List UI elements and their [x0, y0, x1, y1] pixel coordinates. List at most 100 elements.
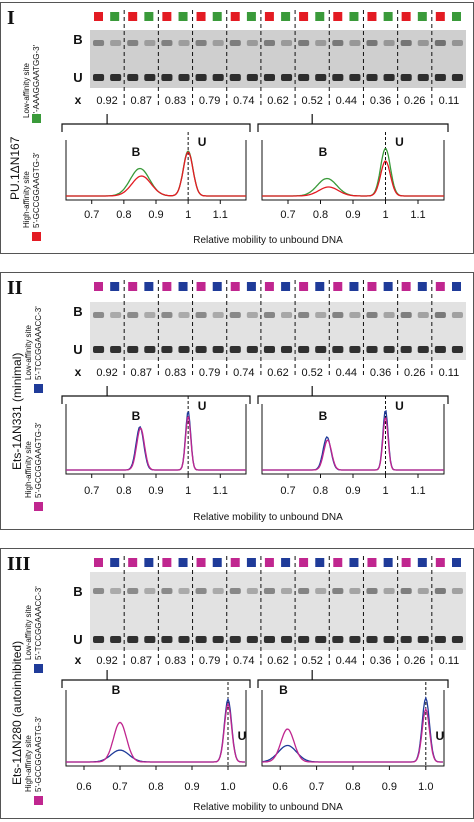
unbound-band: [400, 636, 412, 643]
unbound-band: [434, 74, 446, 81]
peak-label-unbound: U: [395, 399, 404, 413]
tick-label: 1.1: [213, 485, 228, 497]
lane-marker-low-affinity: [144, 12, 154, 21]
lane-marker-high-affinity: [162, 558, 172, 567]
panel-number: I: [7, 7, 15, 29]
x-value: 0.52: [301, 95, 322, 107]
lane-marker-high-affinity: [299, 12, 309, 21]
unbound-band: [127, 74, 139, 81]
plot-axis: [261, 690, 445, 767]
bound-band: [246, 588, 258, 594]
bound-band: [127, 312, 139, 318]
bound-band: [93, 40, 105, 46]
lane-marker-high-affinity: [94, 558, 103, 567]
bound-band: [400, 312, 412, 318]
peak-label-bound: B: [132, 409, 141, 423]
lane-marker-high-affinity: [435, 282, 445, 291]
x-value: 0.62: [267, 95, 288, 107]
x-value: 0.26: [404, 367, 425, 379]
tick-label: 0.7: [309, 781, 324, 793]
bound-band: [434, 40, 446, 46]
unbound-band: [93, 636, 105, 643]
lane-marker-high-affinity: [435, 558, 445, 567]
bound-band: [127, 40, 139, 46]
peak-label-unbound: U: [395, 135, 404, 149]
bound-band: [229, 588, 241, 594]
unbound-band: [93, 74, 105, 81]
lane-marker-low-affinity: [383, 282, 393, 291]
bracket: [257, 123, 449, 132]
bound-band: [298, 588, 310, 594]
unbound-band: [298, 636, 310, 643]
x-value: 0.44: [336, 367, 357, 379]
unbound-band-label: U: [73, 632, 82, 647]
peak-label-bound: B: [319, 145, 328, 159]
tick-label: 0.8: [148, 781, 163, 793]
lane-marker-high-affinity: [196, 558, 206, 567]
x-value: 0.52: [301, 655, 322, 667]
x-value: 0.52: [301, 367, 322, 379]
curve-high-affinity: [66, 415, 246, 471]
bound-band: [144, 40, 156, 46]
lane-marker-low-affinity: [383, 12, 393, 21]
bound-band: [434, 588, 446, 594]
axis-title: Relative mobility to unbound DNA: [193, 235, 343, 246]
lane-marker-low-affinity: [178, 12, 188, 21]
bound-band: [263, 588, 275, 594]
unbound-band: [195, 346, 207, 353]
bound-band: [366, 312, 378, 318]
low-site-swatch: [32, 114, 41, 123]
bound-band: [315, 312, 327, 318]
bound-band: [366, 40, 378, 46]
lane-marker-low-affinity: [349, 12, 359, 21]
x-label: x: [75, 93, 82, 107]
panel-number: II: [7, 277, 23, 299]
peak-label-unbound: U: [435, 729, 444, 743]
bound-band: [178, 40, 190, 46]
bound-band: [110, 588, 122, 594]
bound-band: [212, 312, 224, 318]
tick-label: 0.7: [84, 209, 99, 221]
lane-marker-high-affinity: [230, 558, 240, 567]
unbound-band: [161, 346, 173, 353]
lane-marker-high-affinity: [401, 558, 411, 567]
unbound-band: [281, 74, 293, 81]
tick-label: 0.9: [345, 485, 360, 497]
lane-marker-high-affinity: [230, 282, 240, 291]
tick-label: 0.9: [148, 485, 163, 497]
unbound-band: [366, 636, 378, 643]
lane-marker-low-affinity: [281, 12, 291, 21]
lane-marker-low-affinity: [417, 558, 427, 567]
tick-label: 1.1: [410, 485, 425, 497]
lane-marker-low-affinity: [110, 12, 120, 21]
bound-band: [178, 312, 190, 318]
bound-band: [417, 312, 429, 318]
unbound-band: [383, 636, 395, 643]
bound-band: [127, 588, 139, 594]
unbound-band: [417, 74, 429, 81]
x-value: 0.79: [199, 655, 220, 667]
x-value: 0.83: [165, 655, 186, 667]
plot-axis: [65, 140, 247, 201]
x-value: 0.26: [404, 95, 425, 107]
bound-band: [110, 312, 122, 318]
unbound-band: [451, 636, 463, 643]
tick-label: 0.8: [116, 209, 131, 221]
lane-marker-high-affinity: [196, 282, 206, 291]
lane-marker-high-affinity: [264, 558, 274, 567]
curve-high-affinity: [262, 707, 443, 763]
x-label: x: [75, 365, 82, 379]
bound-band: [195, 588, 207, 594]
tick-label: 0.8: [116, 485, 131, 497]
tick-label: 1.1: [410, 209, 425, 221]
curve-high-affinity: [66, 151, 246, 197]
tick-label: 0.8: [313, 485, 328, 497]
bound-band: [332, 40, 344, 46]
unbound-band: [212, 74, 224, 81]
bound-band: [400, 588, 412, 594]
curve-low-affinity: [66, 411, 246, 471]
lane-marker-high-affinity: [128, 282, 138, 291]
curve-low-affinity: [262, 147, 444, 197]
peak-label-bound: B: [319, 409, 328, 423]
tick-label: 0.6: [273, 781, 288, 793]
